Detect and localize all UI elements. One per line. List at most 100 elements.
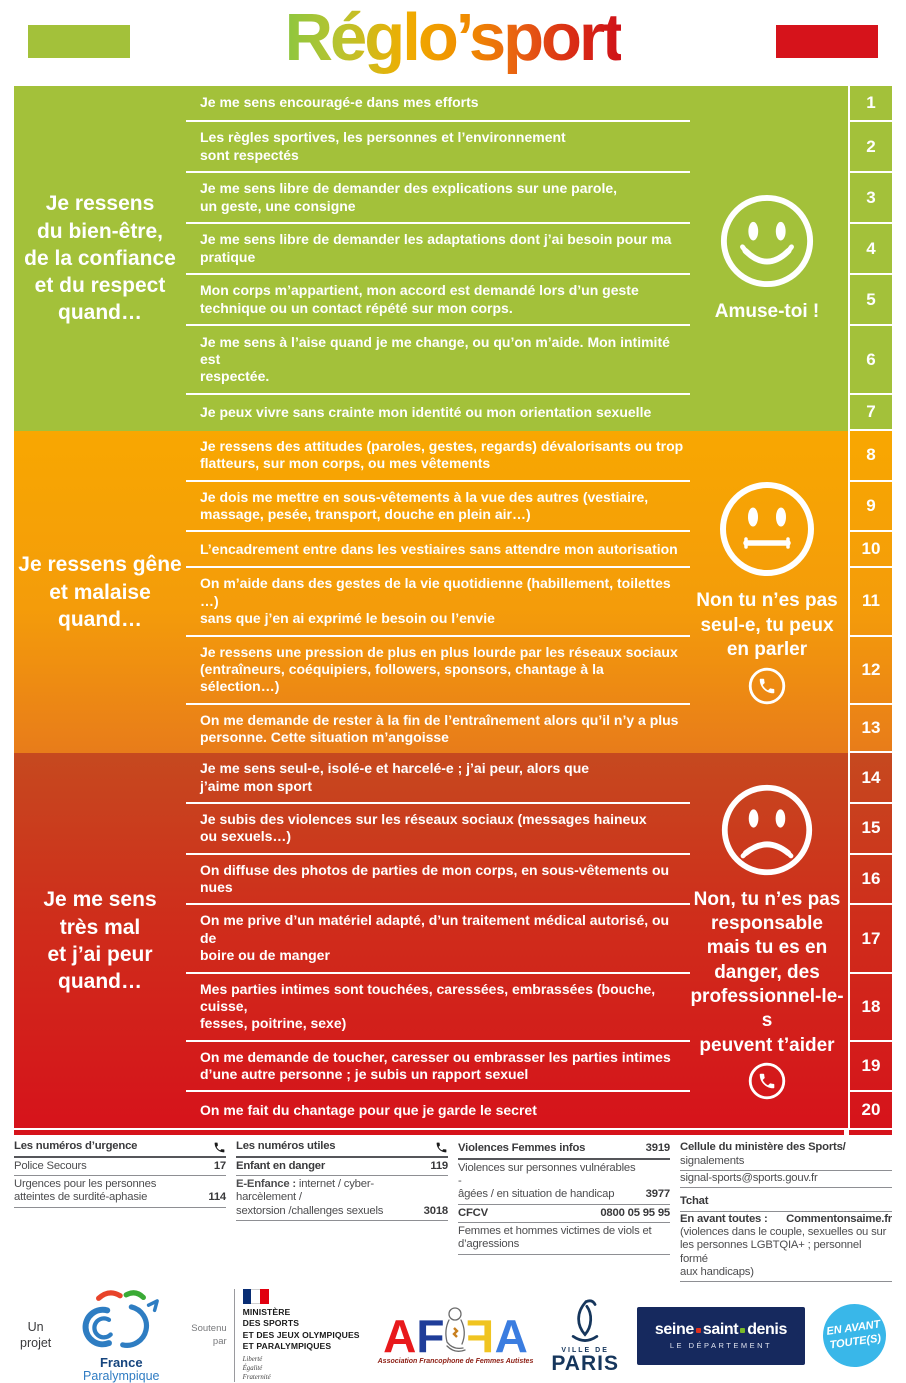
statement-row: Je ressens une pression de plus en plus … [186, 636, 892, 705]
statement-number: 15 [848, 804, 892, 855]
poster-body: Je ressens du bien-être, de la confiance… [14, 86, 892, 1129]
statement-text: Mon corps m’appartient, mon accord est d… [186, 275, 690, 327]
statement-row: On m’aide dans des gestes de la vie quot… [186, 568, 892, 637]
statement-text: Je me sens libre de demander les adaptat… [186, 224, 690, 276]
footer-divider [14, 1130, 892, 1136]
directory-col-violences: Violences Femmes infos 3919 Violences su… [458, 1140, 670, 1282]
statement-number: 8 [848, 431, 892, 482]
mascot-happy: Amuse-toi ! [688, 86, 846, 431]
dot-icon [695, 1327, 701, 1333]
seine-saint-denis-logo: seine saint denis LE DÉPARTEMENT [636, 1306, 805, 1365]
affa-letter: A [494, 1310, 528, 1363]
affa-letter: A [383, 1310, 417, 1363]
statement-text: On me demande de rester à la fin de l’en… [200, 711, 679, 745]
statement-row: Je me sens encouragé-e dans mes efforts 1 [186, 86, 892, 123]
directory-entry: CFCV 0800 05 95 95 [458, 1205, 670, 1223]
statement-number: 17 [848, 905, 892, 974]
statement-row: Mon corps m’appartient, mon accord est d… [186, 275, 892, 327]
statement-text: On m’aide dans des gestes de la vie quot… [186, 568, 690, 637]
statement-text: Je me sens libre de demander des explica… [186, 173, 690, 225]
directory-entry: E-Enfance : internet / cyber-harcèlement… [236, 1176, 448, 1221]
tchat-site-link[interactable]: Commentonsaime.fr [786, 1212, 892, 1225]
statement-number: 16 [848, 854, 892, 906]
phone-number: 17 [213, 1159, 226, 1172]
section-discomfort: Je ressens gêne et malaise quand… Je res… [14, 431, 892, 754]
statement-number: 19 [848, 1041, 892, 1093]
section-danger: Je me sens très mal et j’ai peur quand… … [14, 753, 892, 1129]
statement-row: Je ressens des attitudes (paroles, geste… [186, 431, 892, 482]
section-discomfort-heading: Je ressens gêne et malaise quand… [18, 553, 182, 631]
statement-text: Je me sens à l’aise quand je me change, … [186, 326, 690, 395]
directory-entry: Violences Femmes infos 3919 [458, 1140, 671, 1160]
mascot-caption: Non tu n’es pas seul-e, tu peux en parle… [696, 590, 838, 660]
directory-entry: Police Secours 17 [14, 1158, 226, 1176]
mascot-sad: Non, tu n’es pas responsable mais tu es … [688, 753, 846, 1128]
directory-col-utiles: Les numéros utiles Enfant en danger 119 … [236, 1140, 448, 1282]
sports-signal-email[interactable]: signal-sports@sports.gouv.fr [680, 1171, 892, 1189]
project-label: Un projet [20, 1320, 52, 1350]
statement-text: Je peux vivre sans crainte mon identité … [200, 404, 652, 421]
directory-header: Les numéros utiles [236, 1140, 448, 1158]
phone-icon [748, 1062, 786, 1100]
tchat-note: (violences dans le couple, sexuelles ou … [680, 1226, 892, 1283]
help-directory: Les numéros d’urgence Police Secours 17 … [14, 1140, 892, 1283]
statement-text: Les règles sportives, les personnes et l… [186, 122, 690, 174]
partners-row: Un projet France Paralympique Soutenu pa… [20, 1288, 891, 1383]
statement-number: 18 [848, 973, 892, 1042]
france-paralympique-logo: France Paralympique [69, 1288, 173, 1383]
paralympic-athlete-icon [82, 1290, 160, 1349]
phone-icon [214, 1142, 225, 1153]
statement-row: On me demande de toucher, caresser ou em… [186, 1041, 892, 1093]
directory-entry: Enfant en danger 119 [236, 1158, 448, 1176]
phone-icon [748, 667, 786, 705]
affa-caption: Association Francophone de Femmes Autist… [377, 1358, 534, 1366]
poster-title: Réglo’sport [285, 4, 625, 83]
statement-row: L’encadrement entre dans les vestiaires … [186, 532, 892, 569]
sad-face-icon [721, 784, 813, 875]
statement-number: 3 [848, 173, 892, 225]
mascot-caption: Amuse-toi ! [714, 301, 820, 323]
statement-list: Je me sens encouragé-e dans mes efforts 1… [186, 86, 892, 432]
statement-number: 10 [848, 532, 892, 569]
statement-list: Je ressens des attitudes (paroles, geste… [186, 431, 892, 754]
happy-face-icon [720, 195, 814, 288]
directory-entry: Femmes et hommes victimes de viols et d’… [458, 1223, 670, 1255]
statement-text: Je ressens des attitudes (paroles, geste… [186, 431, 690, 482]
statement-row: Je me sens à l’aise quand je me change, … [186, 326, 892, 395]
directory-entry: Cellule du ministère des Sports/ signale… [680, 1140, 892, 1171]
mascot-caption: Non, tu n’es pas responsable mais tu es … [690, 888, 844, 1056]
french-flag-icon [242, 1289, 269, 1305]
fp-name: France [99, 1355, 143, 1371]
statement-text: On me fait du chantage pour que je garde… [200, 1101, 537, 1118]
statement-row: Mes parties intimes sont touchées, cares… [186, 973, 892, 1042]
header-red-bar [776, 24, 878, 58]
tchat-entry: En avant toutes : Commentonsaime.fr [680, 1212, 892, 1225]
statement-number: 7 [848, 394, 892, 432]
phone-number: 114 [208, 1191, 226, 1204]
phone-number: 0800 05 95 95 [600, 1206, 670, 1219]
section-wellbeing: Je ressens du bien-être, de la confiance… [14, 86, 892, 432]
statement-text: Je me sens encouragé-e dans mes efforts [186, 86, 690, 123]
directory-col-cellule: Cellule du ministère des Sports/ signale… [680, 1140, 892, 1283]
statement-number: 12 [848, 636, 892, 705]
ministry-motto: Liberté Égalité Fraternité [242, 1355, 271, 1382]
dot-icon [740, 1327, 746, 1333]
statement-text: Je me sens seul-e, isolé-e et harcelé-e … [186, 753, 690, 805]
statement-row: Je me sens libre de demander les adaptat… [186, 224, 892, 276]
phone-number: 3919 [645, 1142, 671, 1155]
neutral-face-icon [720, 482, 814, 577]
affa-logo: A F F A Association Francophone de Femme… [377, 1306, 534, 1366]
ssd-subtitle: LE DÉPARTEMENT [669, 1341, 773, 1351]
poster-header: Réglo’sport [0, 0, 906, 86]
mascot-neutral: Non tu n’es pas seul-e, tu peux en parle… [688, 431, 846, 753]
ville-de-paris-logo: VILLE DE PARIS [551, 1298, 619, 1374]
paris-big-label: PARIS [551, 1351, 619, 1375]
statement-number: 2 [848, 122, 892, 174]
statement-number: 4 [848, 224, 892, 276]
directory-header: Les numéros d’urgence [14, 1140, 226, 1158]
soutenu-par-label: Soutenu par [191, 1323, 227, 1347]
statement-text: Je subis des violences sur les réseaux s… [186, 804, 690, 855]
statement-text: On diffuse des photos de parties de mon … [186, 855, 690, 906]
statement-text: Mes parties intimes sont touchées, cares… [186, 974, 690, 1042]
ministry-name: MINISTÈRE DES SPORTS ET DES JEUX OLYMPIQ… [242, 1307, 360, 1351]
